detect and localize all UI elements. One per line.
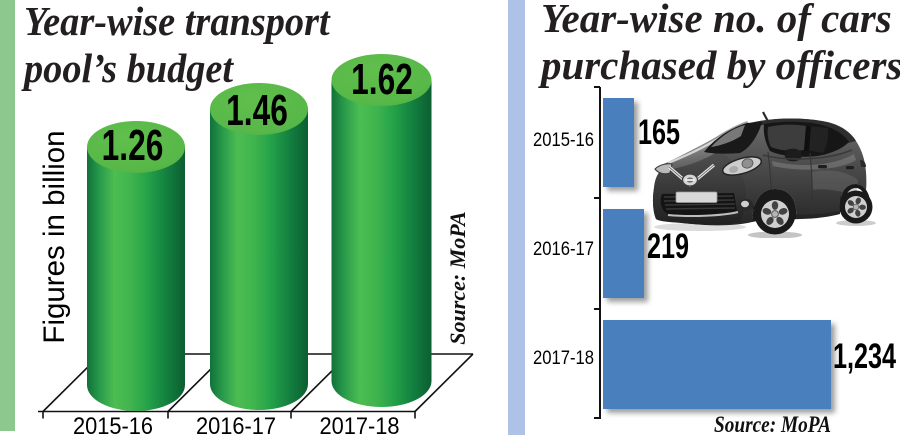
svg-text:2015-16: 2015-16 (73, 412, 153, 435)
svg-text:2017-18: 2017-18 (319, 412, 399, 435)
svg-text:2016-17: 2016-17 (196, 412, 276, 435)
svg-text:1.26: 1.26 (102, 121, 164, 170)
svg-text:1.62: 1.62 (351, 55, 413, 104)
svg-text:Source: MoPA: Source: MoPA (445, 211, 470, 344)
svg-text:Figures in billion: Figures in billion (38, 130, 71, 343)
svg-text:1.46: 1.46 (226, 86, 288, 135)
